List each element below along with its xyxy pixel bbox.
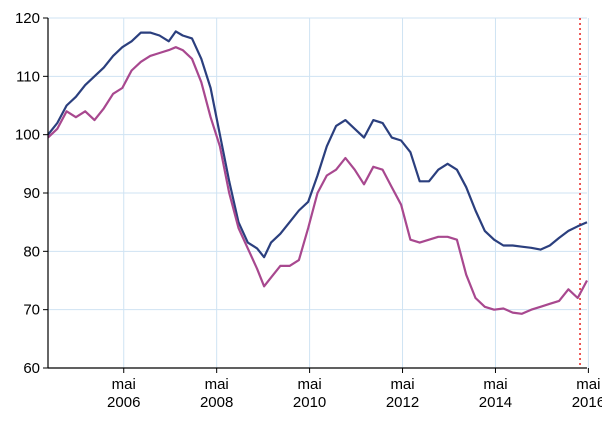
y-tick-label: 70 bbox=[23, 302, 40, 319]
y-tick-label: 90 bbox=[23, 185, 40, 202]
x-tick-label-year: 2006 bbox=[107, 394, 140, 411]
x-tick-label-month: mai bbox=[390, 376, 414, 393]
y-tick-label: 110 bbox=[16, 68, 40, 85]
y-tick-label: 60 bbox=[23, 360, 40, 377]
y-tick-label: 100 bbox=[15, 127, 40, 144]
x-tick-label-year: 2008 bbox=[200, 394, 233, 411]
x-tick-label-month: mai bbox=[298, 376, 322, 393]
x-axis-ticks: mai2006mai2008mai2010mai2012mai2014mai20… bbox=[107, 368, 602, 411]
x-tick-label-month: mai bbox=[205, 376, 229, 393]
y-axis-ticks: 60 70 80 90 100 110 120 bbox=[15, 10, 48, 377]
y-tick-label: 120 bbox=[15, 10, 40, 27]
x-tick-label-month: mai bbox=[483, 376, 507, 393]
x-tick-label-year: 2010 bbox=[293, 394, 326, 411]
x-tick-label-year: 2016 bbox=[572, 394, 602, 411]
series-group bbox=[47, 30, 588, 315]
x-tick-label-year: 2012 bbox=[386, 394, 419, 411]
series-line-2 bbox=[47, 46, 588, 315]
series-line-1 bbox=[47, 30, 588, 259]
x-tick-label-month: mai bbox=[112, 376, 136, 393]
grid-lines bbox=[48, 17, 589, 369]
x-tick-label-year: 2014 bbox=[479, 394, 512, 411]
x-tick-label-month: mai bbox=[576, 376, 600, 393]
y-tick-label: 80 bbox=[23, 243, 40, 260]
